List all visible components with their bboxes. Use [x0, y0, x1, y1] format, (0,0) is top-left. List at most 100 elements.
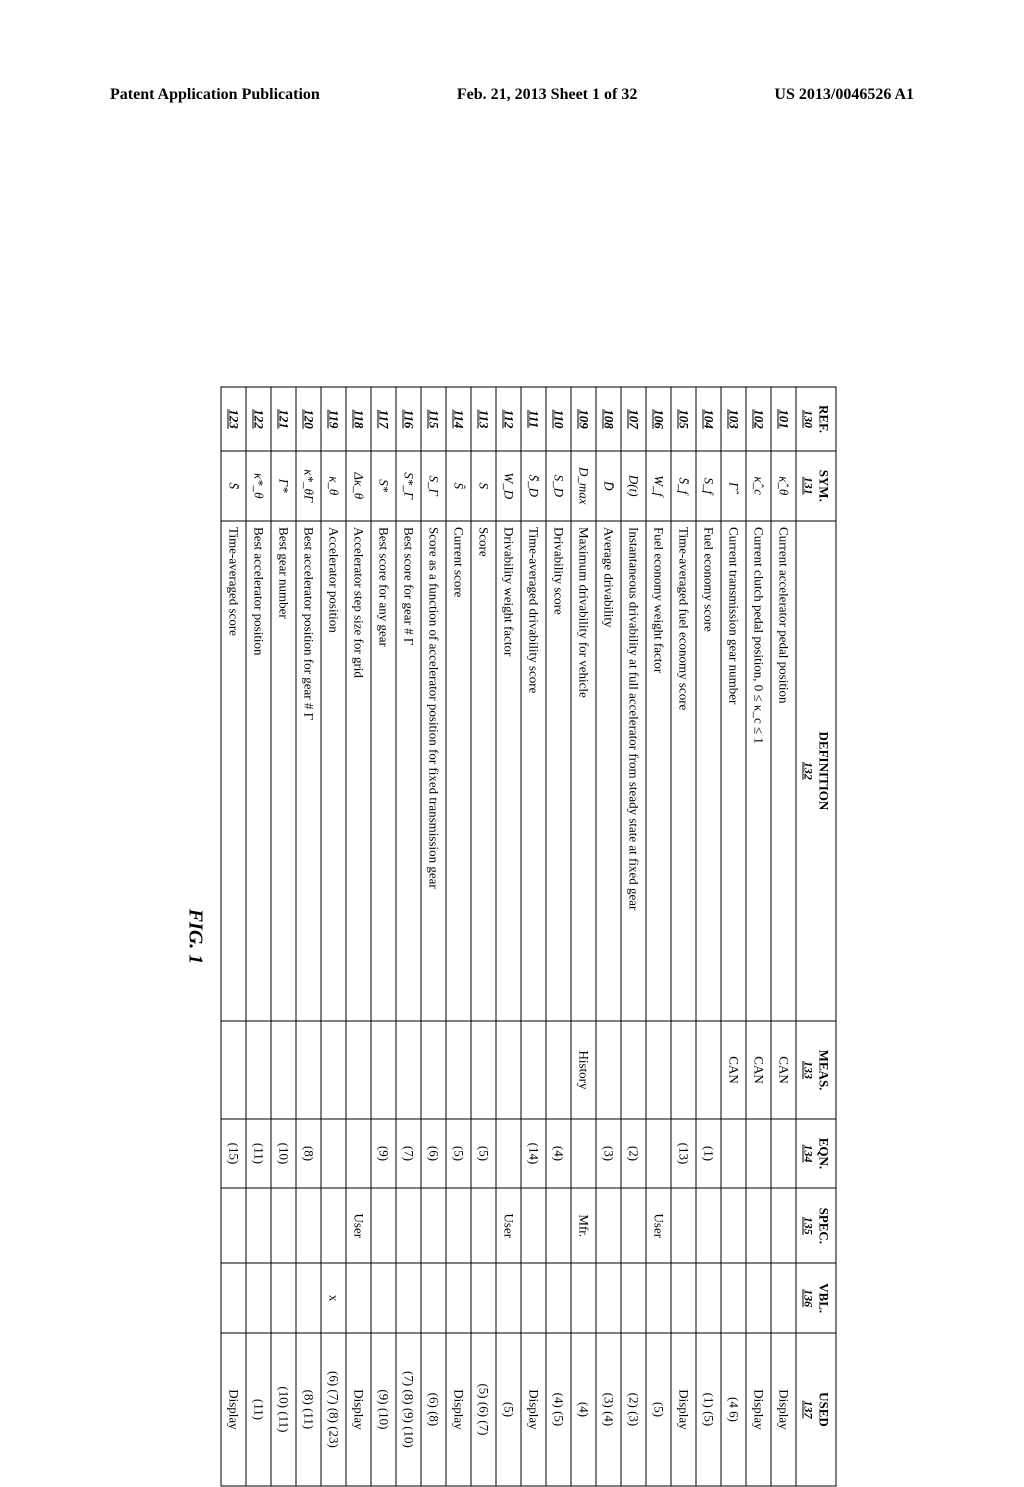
- cell-meas: [696, 1021, 721, 1118]
- cell-vbl: [571, 1263, 596, 1333]
- cell-used: (4): [571, 1333, 596, 1486]
- cell-vbl: [596, 1263, 621, 1333]
- table-row: 122κ*_θBest accelerator position(11)(11): [246, 387, 271, 1486]
- cell-spec: [396, 1188, 421, 1263]
- cell-meas: [596, 1021, 621, 1118]
- cell-ref: 119: [321, 387, 346, 451]
- cell-spec: [546, 1188, 571, 1263]
- cell-spec: Mfr.: [571, 1188, 596, 1263]
- cell-used: (5): [496, 1333, 521, 1486]
- cell-meas: [546, 1021, 571, 1118]
- col-header-sym: SYM.131: [796, 451, 836, 521]
- cell-sym: S*_Γ: [396, 451, 421, 521]
- table-row: 115S_ΓScore as a function of accelerator…: [421, 387, 446, 1486]
- cell-meas: [646, 1021, 671, 1118]
- cell-eqn: (3): [596, 1119, 621, 1189]
- col-title: SPEC.: [817, 1208, 832, 1244]
- cell-spec: [246, 1188, 271, 1263]
- cell-vbl: [346, 1263, 371, 1333]
- cell-sym: S̄_f: [671, 451, 696, 521]
- cell-eqn: [746, 1119, 771, 1189]
- cell-spec: User: [346, 1188, 371, 1263]
- cell-sym: S̄_D: [521, 451, 546, 521]
- cell-ref: 120: [296, 387, 321, 451]
- cell-spec: [771, 1188, 796, 1263]
- cell-used: Display: [671, 1333, 696, 1486]
- cell-meas: [446, 1021, 471, 1118]
- cell-spec: [671, 1188, 696, 1263]
- cell-eqn: (15): [221, 1119, 246, 1189]
- table-row: 109D_maxMaximum drivability for vehicleH…: [571, 387, 596, 1486]
- cell-meas: [296, 1021, 321, 1118]
- header-left: Patent Application Publication: [110, 86, 320, 104]
- cell-sym: S_Γ: [421, 451, 446, 521]
- cell-spec: [721, 1188, 746, 1263]
- cell-vbl: [471, 1263, 496, 1333]
- cell-sym: D̄: [596, 451, 621, 521]
- cell-meas: [321, 1021, 346, 1118]
- cell-sym: D_max: [571, 451, 596, 521]
- cell-vbl: [746, 1263, 771, 1333]
- cell-meas: [371, 1021, 396, 1118]
- table-row: 103Γ̂Current transmission gear numberCAN…: [721, 387, 746, 1486]
- definitions-table: REF.130SYM.131DEFINITION132MEAS.133EQN.1…: [221, 387, 837, 1487]
- col-header-spec: SPEC.135: [796, 1188, 836, 1263]
- cell-ref: 111: [521, 387, 546, 451]
- cell-eqn: (13): [671, 1119, 696, 1189]
- cell-used: (8) (11): [296, 1333, 321, 1486]
- cell-spec: [321, 1188, 346, 1263]
- cell-ref: 108: [596, 387, 621, 451]
- cell-vbl: x: [321, 1263, 346, 1333]
- cell-eqn: [721, 1119, 746, 1189]
- table-body: 101κ̂_θCurrent accelerator pedal positio…: [221, 387, 796, 1486]
- table-head: REF.130SYM.131DEFINITION132MEAS.133EQN.1…: [796, 387, 836, 1486]
- cell-used: (4) (5): [546, 1333, 571, 1486]
- cell-def: Drivability weight factor: [496, 521, 521, 1022]
- col-idref: 133: [801, 1028, 816, 1112]
- cell-used: (1) (5): [696, 1333, 721, 1486]
- col-idref: 135: [801, 1195, 816, 1257]
- col-idref: 137: [801, 1339, 816, 1479]
- cell-ref: 114: [446, 387, 471, 451]
- cell-def: Best score for gear # Γ: [396, 521, 421, 1022]
- col-title: SYM.: [817, 470, 832, 502]
- cell-meas: [246, 1021, 271, 1118]
- cell-sym: S_f: [696, 451, 721, 521]
- cell-spec: [521, 1188, 546, 1263]
- cell-meas: [271, 1021, 296, 1118]
- table-row: 113SScore(5)(5) (6) (7): [471, 387, 496, 1486]
- cell-used: Display: [346, 1333, 371, 1486]
- cell-eqn: [321, 1119, 346, 1189]
- cell-used: (10) (11): [271, 1333, 296, 1486]
- cell-def: Fuel economy score: [696, 521, 721, 1022]
- cell-def: Current score: [446, 521, 471, 1022]
- cell-eqn: (5): [471, 1119, 496, 1189]
- cell-meas: [496, 1021, 521, 1118]
- cell-eqn: (9): [371, 1119, 396, 1189]
- cell-eqn: [646, 1119, 671, 1189]
- cell-ref: 105: [671, 387, 696, 451]
- cell-def: Accelerator position: [321, 521, 346, 1022]
- cell-ref: 104: [696, 387, 721, 451]
- cell-ref: 113: [471, 387, 496, 451]
- cell-def: Drivability score: [546, 521, 571, 1022]
- cell-def: Current clutch pedal position, 0 ≤ κ_c ≤…: [746, 521, 771, 1022]
- cell-eqn: (7): [396, 1119, 421, 1189]
- table-row: 101κ̂_θCurrent accelerator pedal positio…: [771, 387, 796, 1486]
- col-title: VBL.: [817, 1283, 832, 1313]
- table-row: 104S_fFuel economy score(1)(1) (5): [696, 387, 721, 1486]
- cell-meas: CAN: [771, 1021, 796, 1118]
- cell-sym: S: [471, 451, 496, 521]
- table-row: 120κ*_θΓBest accelerator position for ge…: [296, 387, 321, 1486]
- cell-vbl: [271, 1263, 296, 1333]
- cell-eqn: (6): [421, 1119, 446, 1189]
- cell-meas: [671, 1021, 696, 1118]
- table-row: 114ŜCurrent score(5)Display: [446, 387, 471, 1486]
- figure-area: REF.130SYM.131DEFINITION132MEAS.133EQN.1…: [200, 170, 824, 1180]
- cell-def: Instantaneous drivability at full accele…: [621, 521, 646, 1022]
- cell-used: (3) (4): [596, 1333, 621, 1486]
- cell-meas: [346, 1021, 371, 1118]
- cell-spec: [371, 1188, 396, 1263]
- cell-vbl: [371, 1263, 396, 1333]
- cell-ref: 102: [746, 387, 771, 451]
